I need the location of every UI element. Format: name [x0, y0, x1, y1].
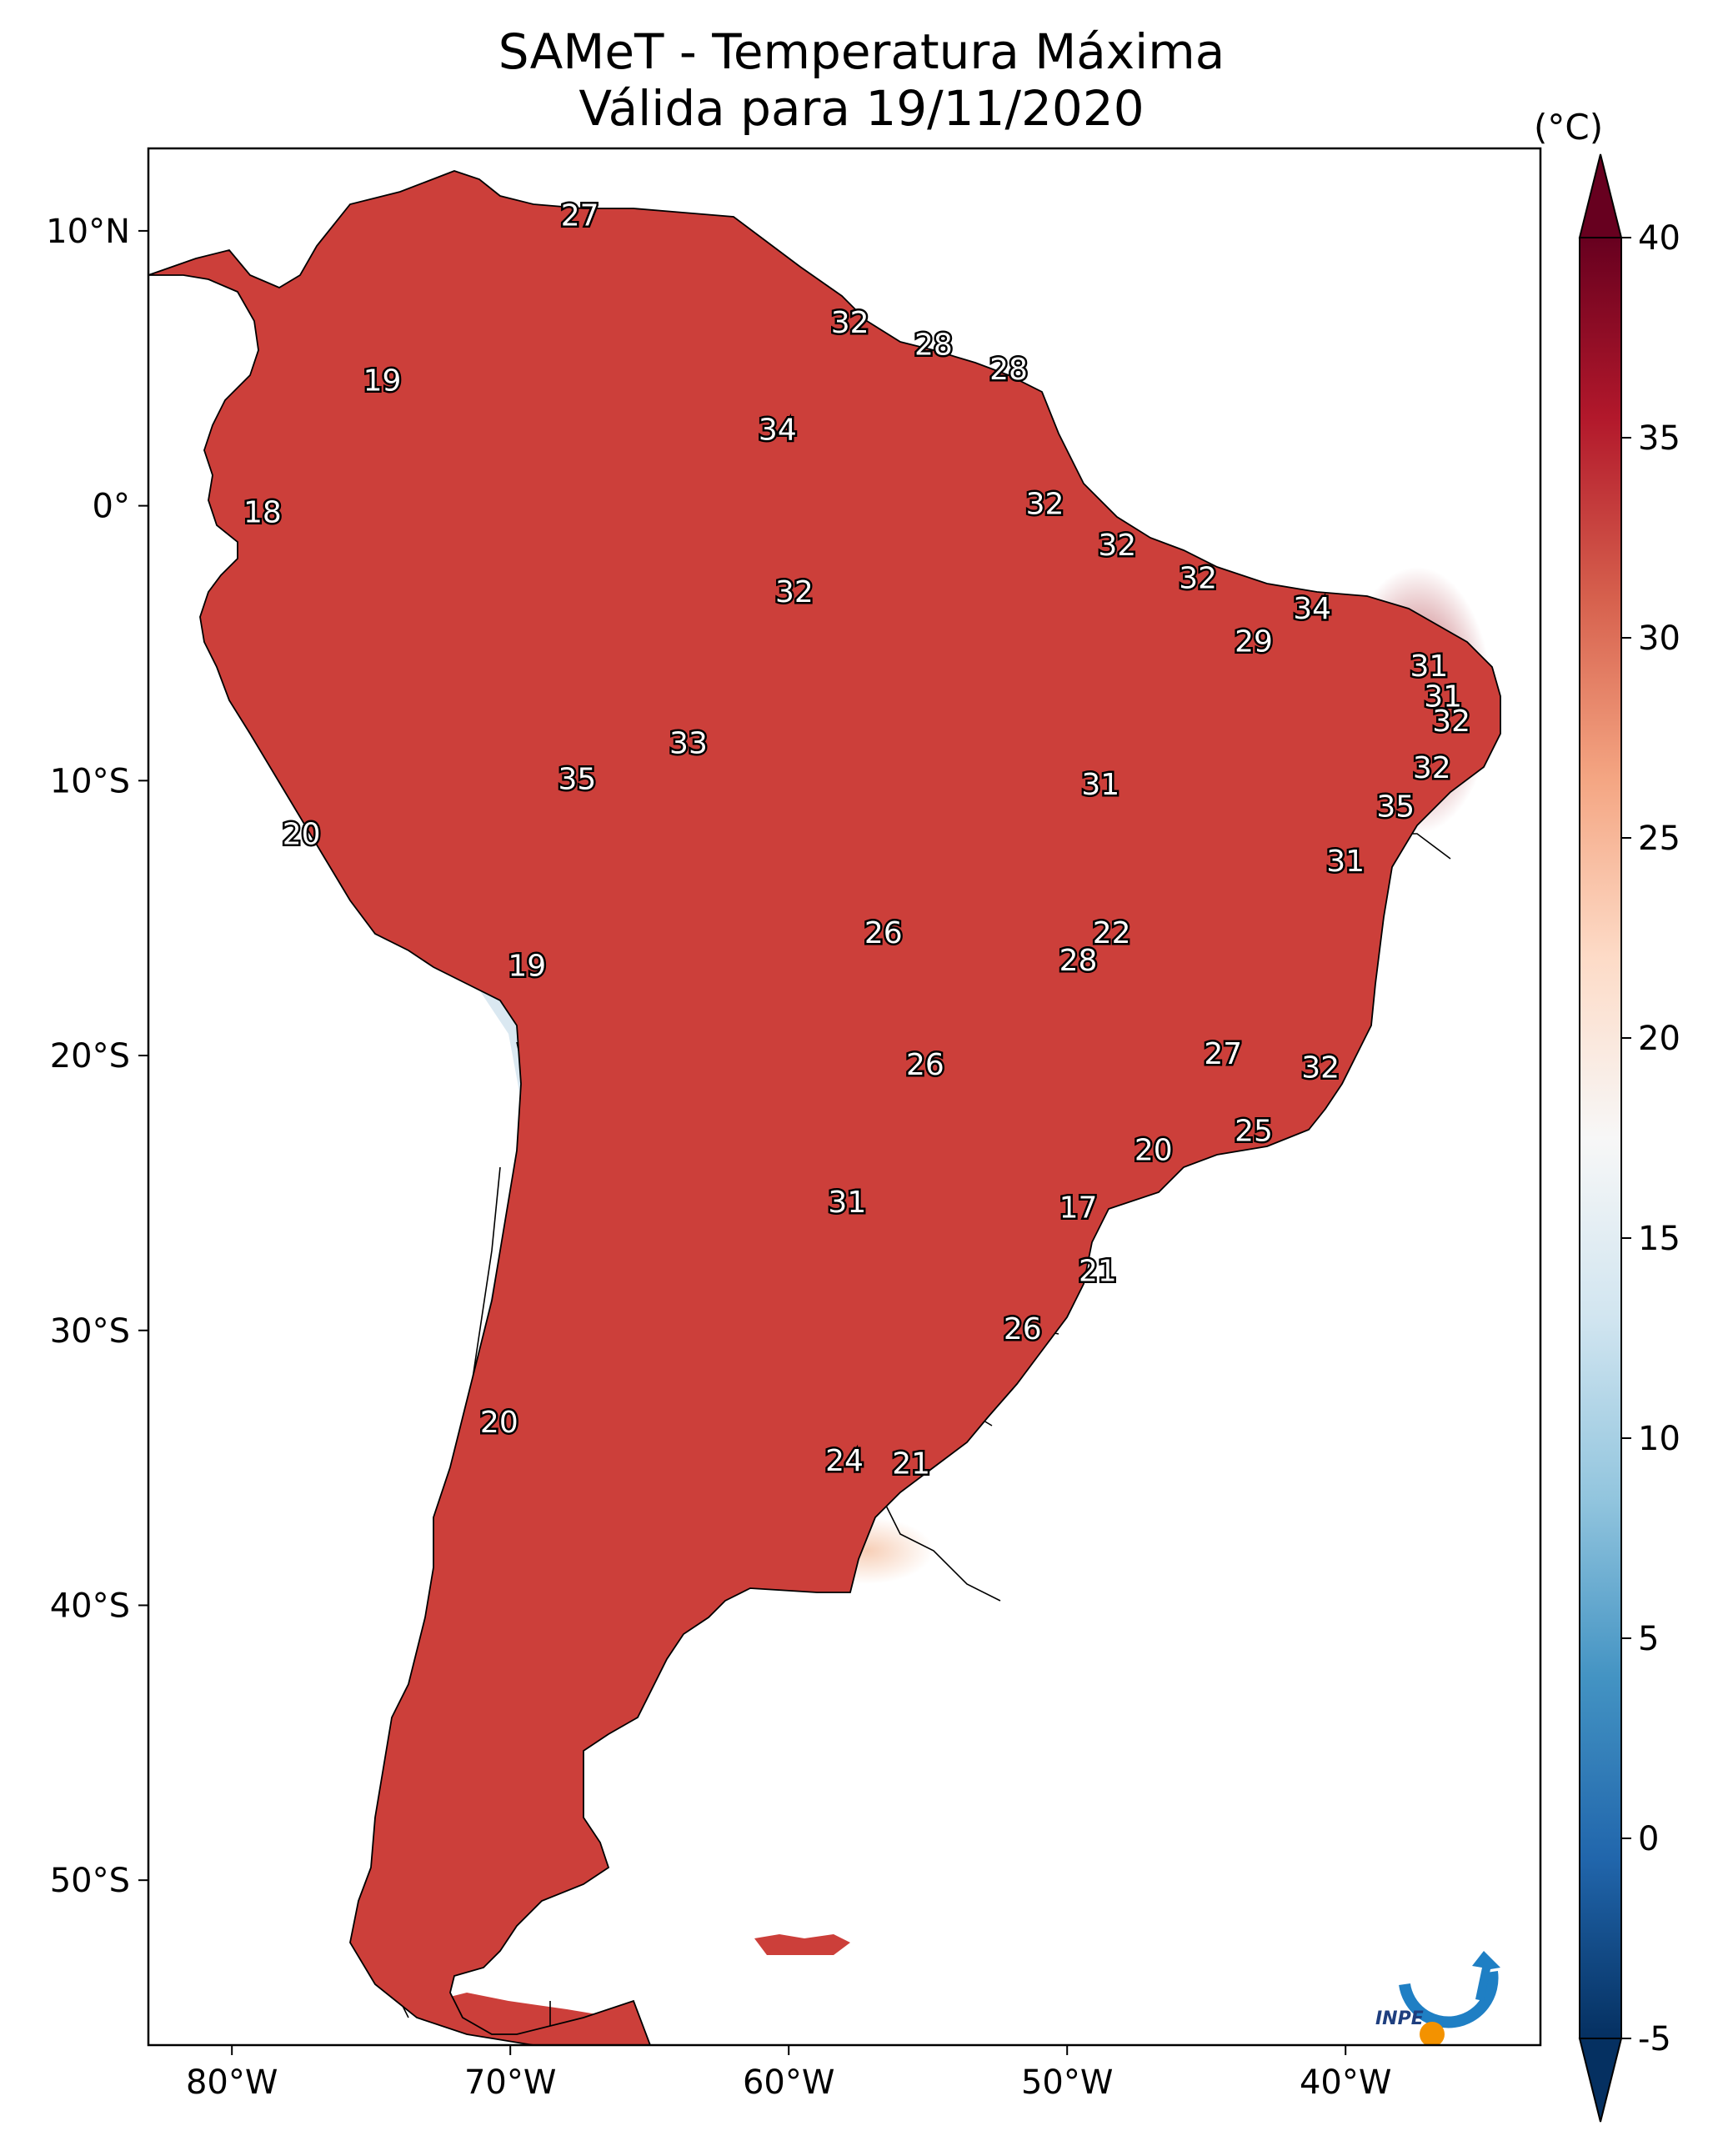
temperature-label: 27 — [1204, 1037, 1242, 1071]
lat-tick-label: 0° — [93, 488, 130, 526]
colorbar-gradient — [1579, 237, 1622, 2039]
temperature-label: 18 — [243, 496, 282, 530]
temperature-label: 27 — [561, 198, 599, 233]
temperature-label: 32 — [831, 306, 869, 340]
colorbar-tick-label: 20 — [1638, 1020, 1680, 1058]
temperature-label: 20 — [283, 817, 321, 851]
temperature-label: 21 — [1079, 1255, 1117, 1289]
temperature-label: 28 — [1059, 944, 1098, 978]
lon-tick-label: 70°W — [464, 2063, 556, 2102]
lat-tick-label: 50°S — [50, 1862, 130, 1900]
colorbar-tick-label: 25 — [1638, 820, 1680, 858]
temperature-label: 32 — [1026, 488, 1064, 522]
temperature-label: 19 — [508, 950, 546, 984]
temperature-label: 34 — [1293, 592, 1331, 626]
colorbar-tick-label: 15 — [1638, 1220, 1680, 1258]
colorbar-tick-label: 35 — [1638, 419, 1680, 458]
colorbar-ticks: -5 0 5 10 15 20 25 30 35 40 — [1621, 219, 1680, 2058]
temperature-label: 32 — [775, 575, 814, 609]
colorbar-tick-label: 40 — [1638, 219, 1680, 258]
temperature-label: 31 — [1424, 679, 1462, 714]
temperature-label: 24 — [825, 1444, 864, 1478]
map-frame — [147, 147, 1542, 2047]
lon-tick-label: 60°W — [743, 2063, 834, 2102]
temperature-label: 29 — [1235, 624, 1273, 659]
temperature-label: 32 — [1301, 1051, 1340, 1086]
colorbar: -5 0 5 10 15 20 25 30 35 40 — [1578, 153, 1680, 2123]
latitude-ticks: 10°N 0° 10°S 20°S 30°S 40°S 50°S — [46, 213, 148, 1900]
colorbar-tick-label: 10 — [1638, 1420, 1680, 1458]
logo-ring — [1399, 1971, 1499, 2028]
temperature-label: 28 — [989, 353, 1028, 387]
temperature-label: 26 — [906, 1048, 944, 1082]
temperature-label: 21 — [892, 1447, 930, 1481]
colorbar-top-extension — [1578, 153, 1623, 238]
temperature-label: 17 — [1059, 1191, 1098, 1226]
temperature-label: 26 — [864, 916, 903, 950]
colorbar-tick-label: 5 — [1638, 1620, 1659, 1658]
colorbar-bottom-extension — [1578, 2038, 1623, 2123]
temperature-label: 35 — [558, 762, 596, 796]
lat-tick-label: 40°S — [50, 1587, 130, 1625]
map-title: SAMeT - Temperatura Máxima Válida para 1… — [0, 23, 1723, 137]
logo-dot — [1420, 2022, 1445, 2045]
logo-arrow-icon — [1472, 1951, 1500, 2001]
lat-tick-label: 10°N — [46, 213, 130, 251]
colorbar-tick-label: 0 — [1638, 1820, 1659, 1858]
lon-tick-label: 40°W — [1300, 2063, 1391, 2102]
temperature-label: 32 — [1098, 529, 1136, 563]
inpe-logo: INPE — [1375, 1951, 1500, 2045]
lat-tick-label: 10°S — [50, 762, 130, 800]
temperature-label: 32 — [1413, 751, 1451, 785]
temperature-label: 20 — [1134, 1133, 1173, 1167]
temperature-label: 31 — [1410, 649, 1448, 684]
title-line-2: Válida para 19/11/2020 — [579, 80, 1144, 137]
temperature-label: 35 — [1376, 790, 1415, 824]
temperature-label: 31 — [1081, 768, 1119, 802]
temperature-label: 28 — [914, 328, 953, 362]
lat-tick-label: 30°S — [50, 1312, 130, 1351]
temperature-label: 32 — [1179, 562, 1217, 596]
colorbar-unit: (°C) — [1534, 107, 1604, 148]
temperature-label: 25 — [1235, 1114, 1273, 1148]
lon-tick-label: 80°W — [186, 2063, 278, 2102]
colorbar-tick-label: -5 — [1638, 2020, 1671, 2058]
falkland-islands — [754, 1934, 850, 1955]
colorbar-tick-label: 30 — [1638, 619, 1680, 658]
temperature-label: 19 — [363, 364, 402, 398]
temperature-label: 31 — [1326, 845, 1365, 879]
temperature-label: 22 — [1093, 916, 1131, 950]
temperature-label: 33 — [669, 726, 708, 760]
logo-text: INPE — [1375, 2008, 1424, 2029]
longitude-ticks: 80°W 70°W 60°W 50°W 40°W — [186, 2045, 1391, 2102]
title-line-1: SAMeT - Temperatura Máxima — [498, 23, 1225, 80]
temperature-label: 34 — [759, 414, 797, 448]
temperature-label: 32 — [1432, 704, 1470, 739]
temperature-label: 20 — [480, 1406, 518, 1440]
lon-tick-label: 50°W — [1021, 2063, 1113, 2102]
temperature-label: 26 — [1004, 1312, 1042, 1346]
lat-tick-label: 20°S — [50, 1037, 130, 1075]
temperature-label: 31 — [828, 1186, 866, 1220]
